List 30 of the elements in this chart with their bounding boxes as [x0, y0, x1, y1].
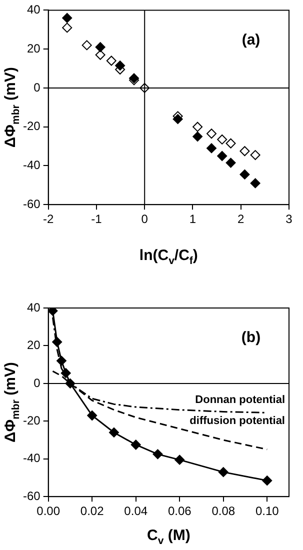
y-tick-label: 0 [34, 80, 41, 94]
y-tick-label: -40 [23, 158, 41, 172]
y-tick-label: -20 [23, 413, 41, 428]
x-tick-label: 0.06 [168, 504, 192, 518]
annotation: (b) [241, 329, 261, 346]
x-tick-label: 0.04 [124, 504, 148, 518]
x-tick-label: 0.08 [212, 504, 236, 518]
y-tick-label: -20 [23, 119, 41, 134]
y-tick-label: 20 [26, 41, 41, 56]
annotation: (a) [242, 31, 260, 48]
y-tick-label: 40 [26, 300, 41, 314]
x-tick-label: 2 [238, 212, 245, 226]
x-tick-label: -1 [91, 212, 102, 226]
y-tick-label: 0 [34, 376, 41, 390]
y-tick-label: -60 [23, 488, 41, 503]
y-tick-label: 20 [26, 338, 41, 352]
x-tick-label: 0.10 [255, 504, 280, 518]
y-tick-label: 40 [26, 2, 41, 17]
series-label: diffusion potential [190, 414, 285, 427]
x-tick-label: 0.00 [36, 504, 60, 518]
x-tick-label: 1 [189, 212, 196, 226]
series-label: Donnan potential [195, 394, 285, 406]
y-axis-title: ΔΦmbr (mV) [2, 67, 22, 148]
y-axis-title: ΔΦmbr (mV) [2, 362, 22, 443]
x-tick-label: 0.02 [80, 504, 104, 518]
x-tick-label: 3 [286, 212, 293, 226]
x-tick-label: 0 [141, 212, 148, 226]
x-tick-label: -2 [43, 212, 54, 226]
y-tick-label: -60 [23, 196, 41, 211]
y-tick-label: -40 [23, 451, 41, 466]
